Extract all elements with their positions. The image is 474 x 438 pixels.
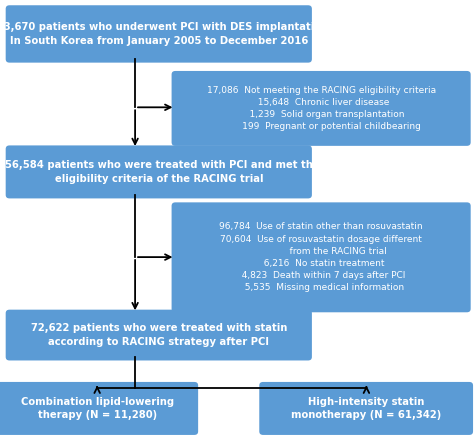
Text: 72,622 patients who were treated with statin
according to RACING strategy after : 72,622 patients who were treated with st…: [31, 323, 287, 347]
FancyBboxPatch shape: [0, 382, 198, 435]
FancyBboxPatch shape: [172, 202, 471, 312]
Text: High-intensity statin
monotherapy (N = 61,342): High-intensity statin monotherapy (N = 6…: [291, 397, 441, 420]
FancyBboxPatch shape: [6, 310, 312, 360]
Text: 273,670 patients who underwent PCI with DES implantation
In South Korea from Jan: 273,670 patients who underwent PCI with …: [0, 22, 328, 46]
FancyBboxPatch shape: [6, 5, 312, 63]
FancyBboxPatch shape: [6, 145, 312, 198]
Text: 17,086  Not meeting the RACING eligibility criteria
  15,648  Chronic liver dise: 17,086 Not meeting the RACING eligibilit…: [207, 86, 436, 131]
Text: Combination lipid-lowering
therapy (N = 11,280): Combination lipid-lowering therapy (N = …: [20, 397, 174, 420]
Text: 256,584 patients who were treated with PCI and met the
eligibility criteria of t: 256,584 patients who were treated with P…: [0, 160, 319, 184]
Text: 96,784  Use of statin other than rosuvastatin
70,604  Use of rosuvastatin dosage: 96,784 Use of statin other than rosuvast…: [219, 223, 423, 292]
FancyBboxPatch shape: [172, 71, 471, 146]
FancyBboxPatch shape: [259, 382, 473, 435]
